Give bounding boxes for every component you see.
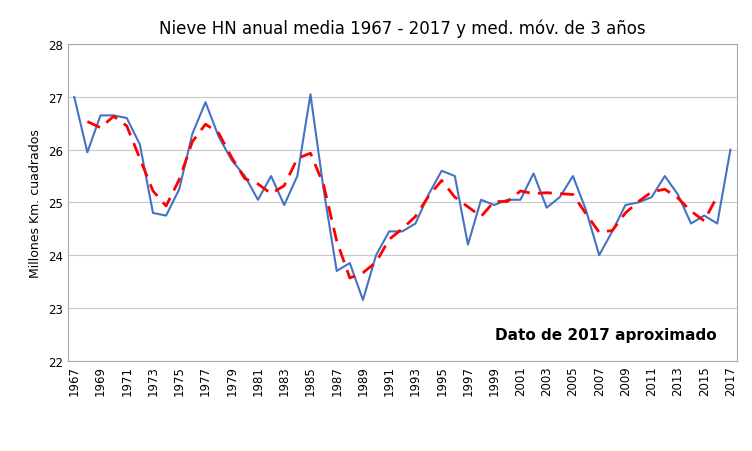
Title: Nieve HN anual media 1967 - 2017 y med. móv. de 3 años: Nieve HN anual media 1967 - 2017 y med. … <box>159 19 646 38</box>
Y-axis label: Millones Km. cuadrados: Millones Km. cuadrados <box>29 129 42 277</box>
Text: Dato de 2017 aproximado: Dato de 2017 aproximado <box>496 327 717 342</box>
